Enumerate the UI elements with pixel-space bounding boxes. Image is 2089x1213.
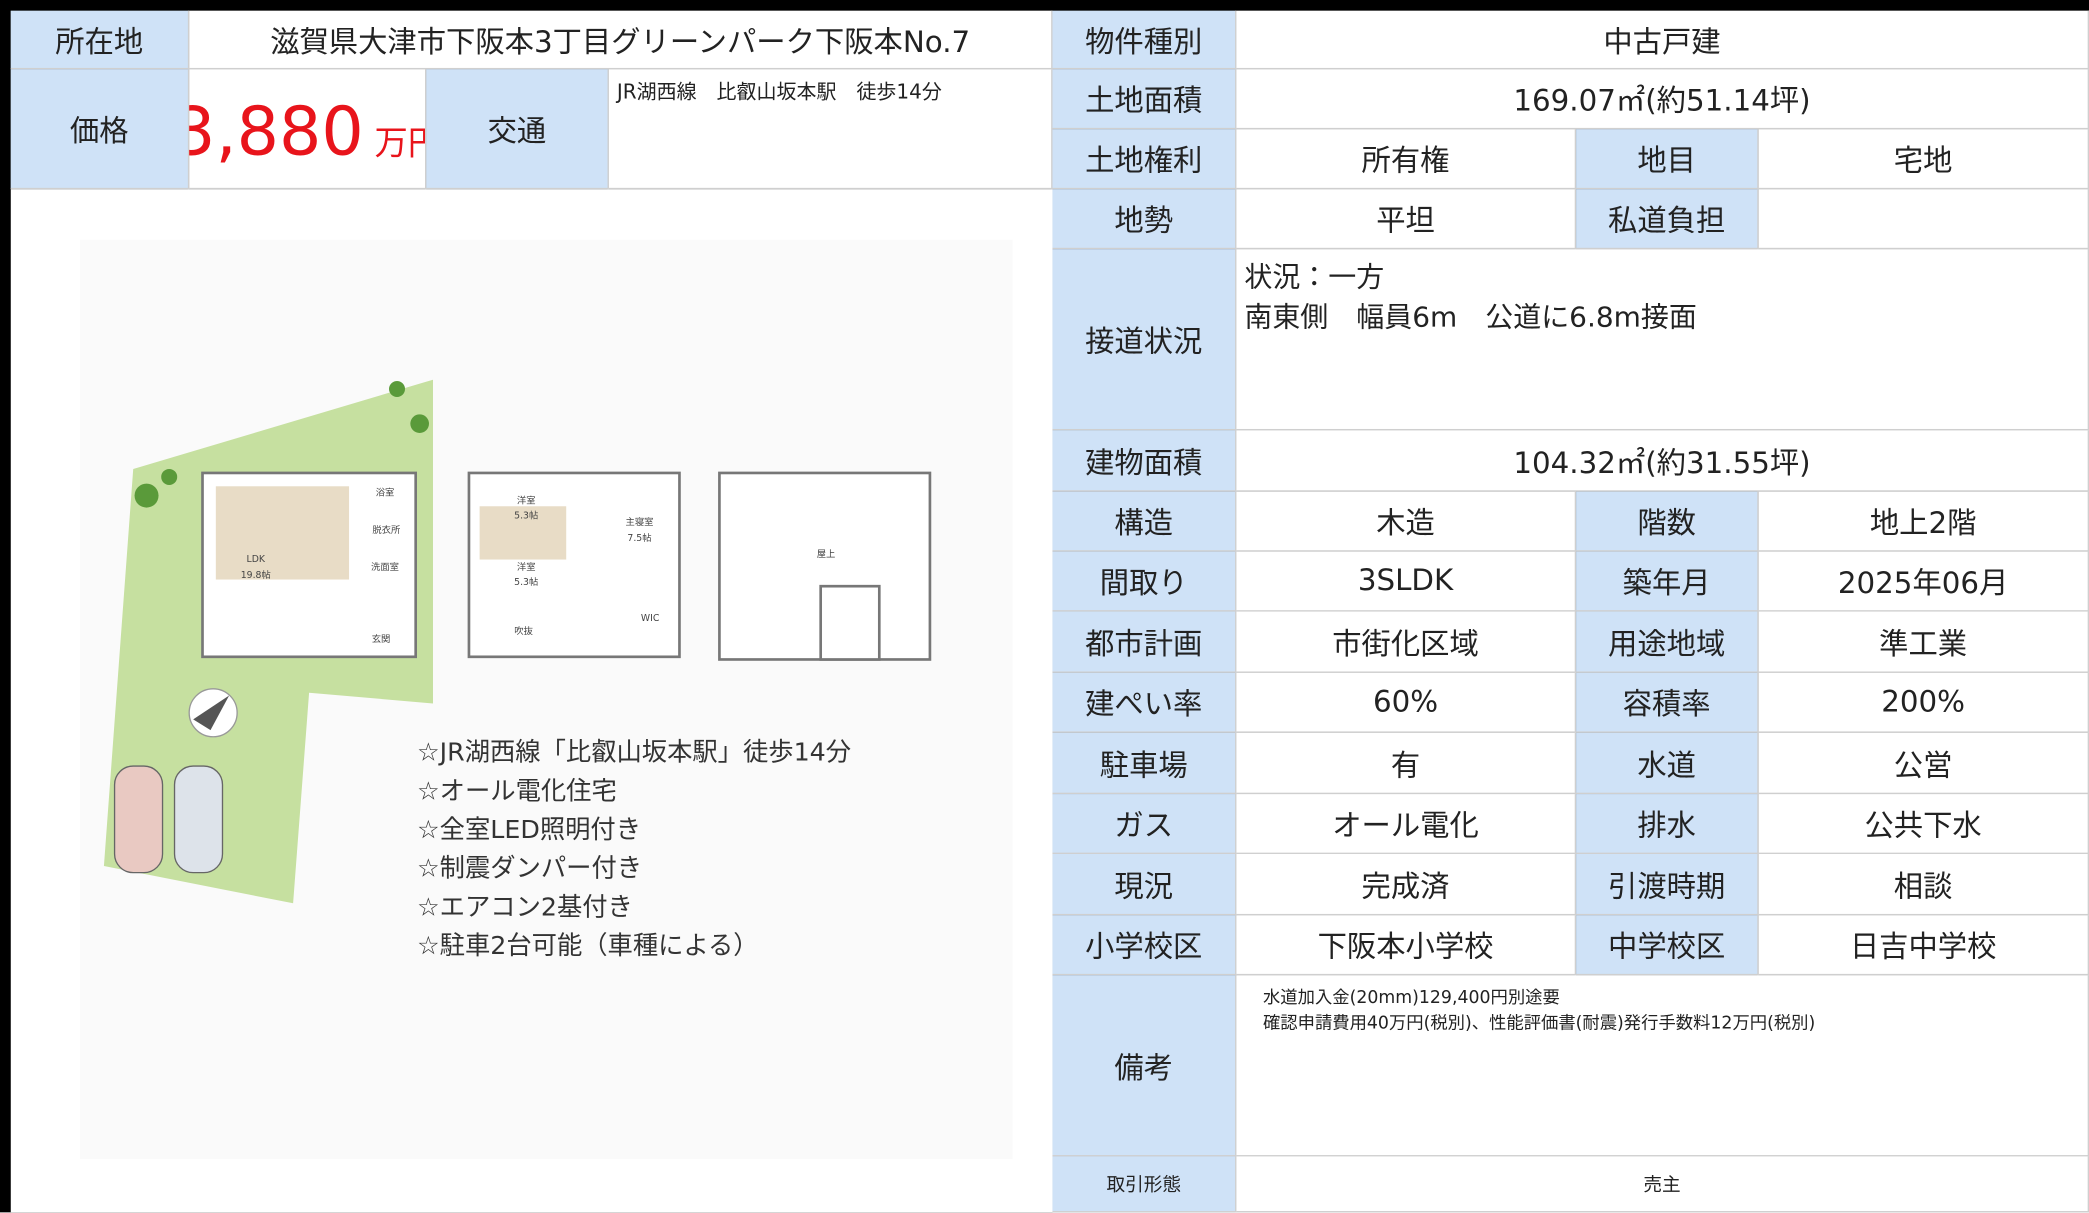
room-label: 屋上: [817, 549, 836, 560]
spec-value: 水道加入金(20mm)129,400円別途要確認申請費用40万円(税別)、性能評…: [1236, 975, 2089, 1157]
feature: ☆JR湖西線「比叡山坂本駅」徒歩14分: [417, 738, 851, 767]
access-label: 交通: [426, 69, 609, 190]
spec-label: 地勢: [1052, 189, 1237, 250]
feature: ☆駐車2台可能（車種による）: [417, 931, 759, 960]
spec-value: 平坦: [1236, 189, 1577, 250]
spec-line: 水道加入金(20mm)129,400円別途要: [1262, 988, 1560, 1009]
spec-label: 地目: [1576, 129, 1759, 190]
spec-value: 状況：一方南東側 幅員6m 公道に6.8m接面: [1236, 249, 2089, 431]
spec-line: 南東側 幅員6m 公道に6.8m接面: [1244, 301, 1697, 334]
spec-label: 取引形態: [1052, 1156, 1237, 1213]
spec-value: 中古戸建: [1236, 10, 2089, 70]
price-unit: 万円: [374, 123, 425, 163]
room-label: 主寝室: [626, 516, 654, 528]
spec-label: 容積率: [1576, 672, 1759, 733]
spec-value: 市街化区域: [1236, 611, 1577, 673]
spec-label: 物件種別: [1052, 10, 1237, 70]
spec-value: [1758, 189, 2089, 250]
room-label: 7.5帖: [627, 532, 651, 544]
spec-value: 相談: [1758, 853, 2089, 916]
spec-label: 水道: [1576, 732, 1759, 795]
location-value: 滋賀県大津市下阪本3丁目グリーンパーク下阪本No.7: [189, 10, 1053, 70]
spec-line: 確認申請費用40万円(税別)、性能評価書(耐震)発行手数料12万円(税別): [1262, 1013, 1816, 1034]
spec-label: 排水: [1576, 794, 1759, 854]
spec-value: 104.32㎡(約31.55坪): [1236, 430, 2089, 492]
spec-label: 土地面積: [1052, 69, 1237, 130]
spec-label: 引渡時期: [1576, 853, 1759, 916]
room-label: 5.3帖: [514, 576, 538, 588]
access-value: JR湖西線 比叡山坂本駅 徒歩14分: [608, 69, 1053, 190]
spec-value: 完成済: [1236, 853, 1577, 916]
room-label: 洋室: [517, 495, 536, 507]
room-label: WIC: [641, 613, 659, 624]
spec-label: 中学校区: [1576, 915, 1759, 976]
feature: ☆全室LED照明付き: [417, 815, 641, 844]
access-text: JR湖西線 比叡山坂本駅 徒歩14分: [616, 79, 942, 104]
spec-label: 建物面積: [1052, 430, 1237, 492]
room-label: 洋室: [517, 561, 536, 573]
spec-label: ガス: [1052, 794, 1237, 854]
room-label: 5.3帖: [514, 509, 538, 521]
spec-value: 60%: [1236, 672, 1577, 733]
room-label: 洗面室: [371, 561, 399, 573]
price-value: 3,880万円: [189, 69, 427, 190]
spec-label: 都市計画: [1052, 611, 1237, 673]
floor-plan: 浴室脱衣所洗面室LDK19.8帖玄関洋室5.3帖洋室5.3帖主寝室7.5帖吹抜W…: [10, 189, 1053, 1213]
spec-label: 建ぺい率: [1052, 672, 1237, 733]
spec-value: 木造: [1236, 491, 1577, 552]
spec-value: 地上2階: [1758, 491, 2089, 552]
spec-value: 200%: [1758, 672, 2089, 733]
spec-value: 2025年06月: [1758, 551, 2089, 612]
spec-label: 私道負担: [1576, 189, 1759, 250]
spec-value: 所有権: [1236, 129, 1577, 190]
room-label: 玄関: [372, 633, 391, 645]
room-label: 19.8帖: [241, 569, 271, 581]
feature: ☆制震ダンパー付き: [417, 854, 642, 883]
spec-value: 宅地: [1758, 129, 2089, 190]
spec-label: 用途地域: [1576, 611, 1759, 673]
spec-label: 小学校区: [1052, 915, 1237, 976]
spec-label: 備考: [1052, 975, 1237, 1157]
spec-value: 下阪本小学校: [1236, 915, 1577, 976]
spec-label: 築年月: [1576, 551, 1759, 612]
room-label: 脱衣所: [372, 524, 400, 536]
spec-value: 169.07㎡(約51.14坪): [1236, 69, 2089, 130]
spec-value: 準工業: [1758, 611, 2089, 673]
room-label: 吹抜: [514, 625, 533, 637]
room-labels: 浴室脱衣所洗面室LDK19.8帖玄関洋室5.3帖洋室5.3帖主寝室7.5帖吹抜W…: [241, 487, 836, 646]
spec-value: 日吉中学校: [1758, 915, 2089, 976]
feature: ☆エアコン2基付き: [417, 892, 633, 921]
price-amount: 3,880: [189, 93, 364, 171]
feature: ☆オール電化住宅: [417, 776, 617, 805]
spec-value: 売主: [1236, 1156, 2089, 1213]
spec-line: 状況：一方: [1244, 261, 1385, 294]
spec-value: オール電化: [1236, 794, 1577, 854]
room-label: 浴室: [376, 487, 395, 499]
spec-label: 接道状況: [1052, 249, 1237, 431]
spec-value: 公共下水: [1758, 794, 2089, 854]
spec-label: 間取り: [1052, 551, 1237, 612]
spec-label: 階数: [1576, 491, 1759, 552]
spec-value: 公営: [1758, 732, 2089, 795]
features: ☆JR湖西線「比叡山坂本駅」徒歩14分 ☆オール電化住宅 ☆全室LED照明付き ☆制震…: [417, 738, 851, 960]
spec-label: 土地権利: [1052, 129, 1237, 190]
spec-value: 有: [1236, 732, 1577, 795]
price-label: 価格: [10, 69, 190, 190]
spec-value: 3SLDK: [1236, 551, 1577, 612]
room-label: LDK: [247, 554, 266, 565]
spec-label: 構造: [1052, 491, 1237, 552]
location-label: 所在地: [10, 10, 190, 70]
spec-label: 駐車場: [1052, 732, 1237, 795]
spec-label: 現況: [1052, 853, 1237, 916]
